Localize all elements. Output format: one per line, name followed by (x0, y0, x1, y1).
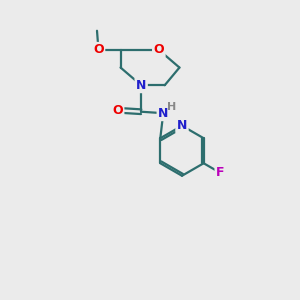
Text: N: N (136, 79, 146, 92)
Text: F: F (216, 166, 224, 179)
Text: O: O (93, 44, 104, 56)
Text: O: O (112, 104, 123, 117)
Text: O: O (154, 44, 164, 56)
Text: N: N (158, 107, 168, 120)
Text: N: N (177, 119, 187, 132)
Text: H: H (167, 102, 176, 112)
